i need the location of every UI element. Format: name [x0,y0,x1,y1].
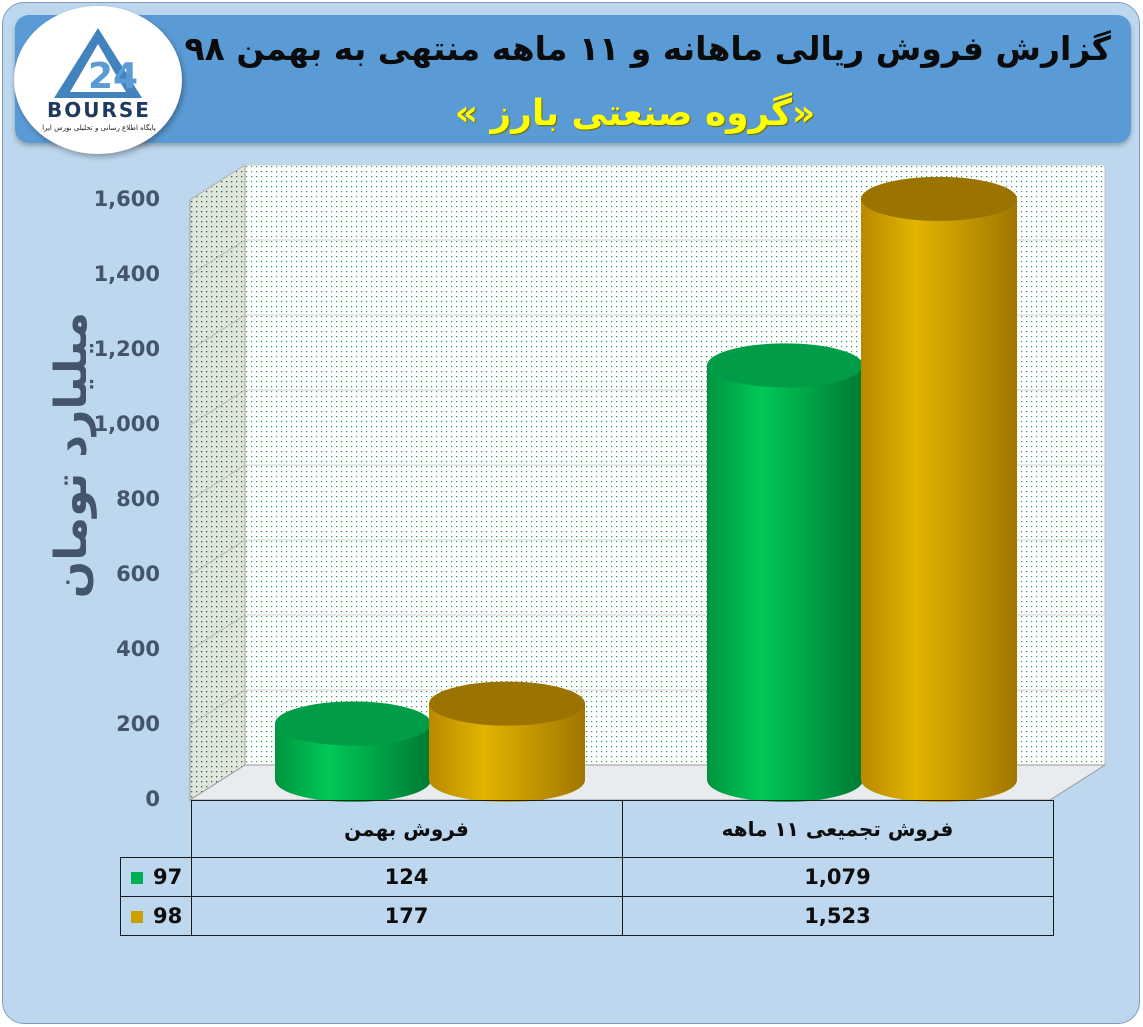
logo-tagline: پایگاه اطلاع رسانی و تحلیلی بورس ایرا [42,124,156,132]
bar-97-0 [275,701,431,802]
gridline-side [189,389,246,426]
y-tick-label: 1,600 [93,187,160,211]
gridline-side [189,239,246,276]
legend-entry-98: 98 [120,896,192,936]
svg-text:24: 24 [88,56,138,97]
data-label: 177 [190,896,623,936]
legend-label: 98 [153,904,183,928]
data-label: 1,523 [621,896,1054,936]
bar-body [429,703,585,802]
table-corner [120,800,192,858]
bar-body [861,198,1017,802]
y-tick-label: 1,200 [93,337,160,361]
y-tick-label: 1,000 [93,412,160,436]
gridline-side [189,314,246,351]
table-row: 98 177 1,523 [120,896,1054,936]
table-row: 97 124 1,079 [120,857,1054,897]
y-tick-label: 400 [116,637,160,661]
table-header-row: فروش بهمن فروش تجمیعی ۱۱ ماهه [120,800,1054,858]
gridline-side [189,164,246,201]
logo-mark-icon: 24 [54,28,142,98]
gridline-side [189,689,246,726]
bar-body [275,723,431,802]
chart-subtitle: «گروه صنعتی بارز » [454,93,816,134]
legend-swatch [131,872,143,884]
category-label: فروش تجمیعی ۱۱ ماهه [621,800,1054,858]
category-label: فروش بهمن [190,800,623,858]
bars [275,176,1017,802]
bar-98-0 [429,681,585,802]
logo-word: BOURSE [47,98,151,122]
bar-top [707,343,863,388]
chart-title: گزارش فروش ریالی ماهانه و ۱۱ ماهه منتهی … [184,29,1111,68]
bar-top [861,176,1017,221]
legend-label: 97 [153,865,183,889]
bar-98-1 [861,176,1017,802]
legend-entry-97: 97 [120,857,192,897]
y-tick-label: 1,400 [93,262,160,286]
bar-body [707,365,863,802]
bar-top [429,681,585,726]
gridline-side [189,464,246,501]
bar-top [275,701,431,746]
legend-swatch [131,911,143,923]
bourse24-logo: 24 BOURSE پایگاه اطلاع رسانی و تحلیلی بو… [14,6,182,154]
data-label: 124 [190,857,623,897]
y-tick-label: 200 [116,712,160,736]
data-table: فروش بهمن فروش تجمیعی ۱۱ ماهه 97 124 1,0… [120,800,1054,936]
bar-97-1 [707,343,863,802]
gridline-side [189,614,246,651]
y-tick-label: 800 [116,487,160,511]
gridline-side [189,539,246,576]
y-tick-label: 600 [116,562,160,586]
header-banner: گزارش فروش ریالی ماهانه و ۱۱ ماهه منتهی … [15,15,1131,143]
data-label: 1,079 [621,857,1054,897]
